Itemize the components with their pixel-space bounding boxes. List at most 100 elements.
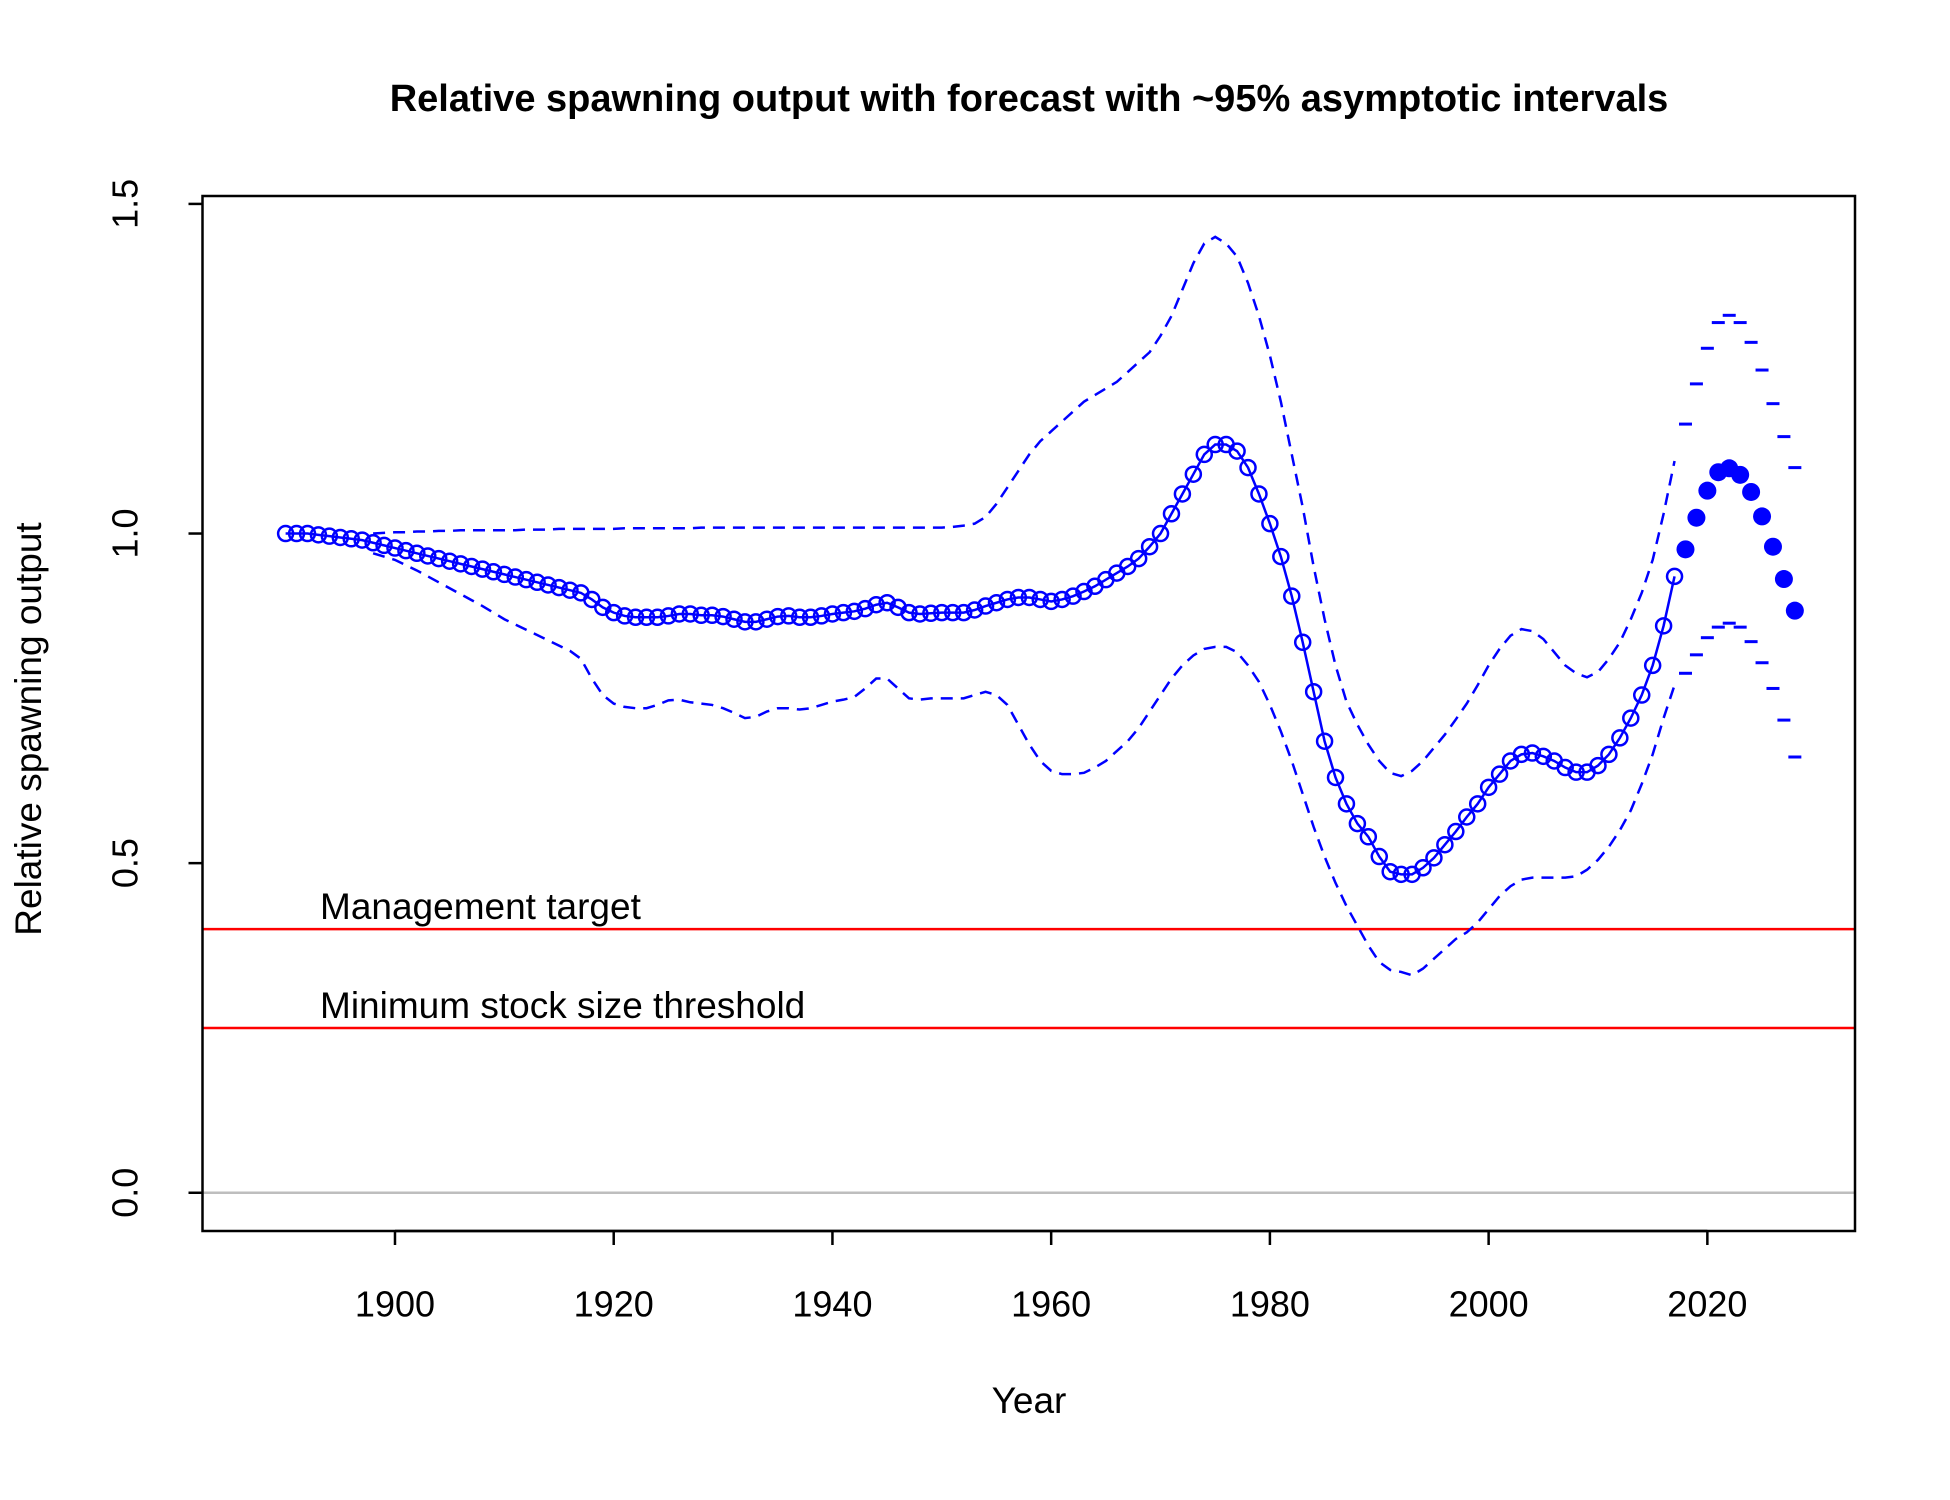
y-tick-label: 1.5 [105,179,146,229]
data-point [1053,590,1071,609]
data-point [637,608,656,627]
data-point [823,605,842,623]
data-point [736,613,754,631]
data-point [309,526,328,544]
data-point [1534,747,1553,766]
data-point [298,524,317,543]
data-point [1261,514,1279,533]
data-point [1031,590,1049,609]
data-point [911,605,929,623]
data-point [1272,547,1290,566]
data-point [954,603,973,622]
data-point [626,608,645,627]
data-point [834,603,853,622]
data-point [1162,505,1181,523]
data-point [1064,587,1082,605]
data-point [747,613,765,631]
data-point [419,547,437,565]
data-point [1414,859,1432,877]
forecast-point [1676,540,1695,559]
data-point [375,536,393,555]
interval-line [373,235,1676,778]
data-point [1020,588,1039,607]
x-tick-label: 1960 [1011,1284,1091,1325]
forecast-point [1687,508,1706,527]
data-point [801,608,820,627]
data-point [692,606,710,625]
data-point [769,607,787,626]
data-point [1447,822,1465,841]
data-point [900,603,918,622]
data-point [1370,847,1389,866]
data-point [976,597,995,615]
data-point [1315,732,1334,750]
data-point [1009,588,1028,607]
data-point [550,578,568,597]
data-point [725,610,743,628]
forecast-point [1731,465,1750,484]
series-line [285,443,1676,876]
data-point [703,606,721,625]
data-point [429,549,448,568]
x-tick-label: 2020 [1667,1284,1747,1325]
data-point [1622,709,1640,727]
data-point [1129,549,1148,568]
data-point [386,539,404,557]
data-point [648,608,667,627]
data-point [943,603,962,622]
data-point [1348,814,1367,833]
data-point [1523,744,1542,762]
data-point [758,610,776,628]
x-tick-label: 1940 [792,1284,872,1325]
data-point [1654,617,1673,635]
data-point [1392,865,1410,884]
x-tick-label: 2000 [1449,1284,1529,1325]
data-point [1195,445,1214,464]
data-point [779,607,798,625]
data-point [473,560,492,578]
data-point [1512,745,1531,764]
forecast-point [1763,537,1782,556]
data-point [1425,849,1443,867]
data-point [1458,808,1476,826]
data-point [1304,682,1323,701]
x-tick-label: 1900 [355,1284,435,1325]
data-point [1173,485,1192,503]
data-point [670,605,689,623]
reference-label: Management target [320,886,642,927]
reference-label: Minimum stock size threshold [320,985,805,1026]
x-tick-label: 1980 [1230,1284,1310,1325]
data-point [1632,686,1651,704]
data-point [287,524,306,543]
x-tick-label: 1920 [574,1284,654,1325]
data-point [1239,458,1257,477]
data-point [506,568,525,586]
data-point [1359,828,1378,846]
data-point [790,608,809,627]
data-point [922,604,940,623]
forecast-point [1698,481,1717,500]
data-point [1151,524,1170,543]
data-point [1293,633,1312,652]
data-point [812,607,831,625]
data-point [342,530,360,548]
data-point [1283,587,1301,605]
interval-line [372,552,1676,977]
data-point [615,607,634,625]
y-tick-label: 1.0 [105,509,146,559]
data-point [1611,729,1629,747]
data-point [331,528,350,547]
data-point [1140,537,1159,556]
data-point [320,527,339,545]
data-point [1600,745,1618,764]
data-point [1042,592,1060,611]
data-point [364,534,382,552]
data-point [1490,765,1509,783]
data-point [1643,656,1662,675]
data-point [1184,465,1203,483]
forecast-point [1753,507,1772,526]
x-axis-label: Year [992,1380,1067,1421]
data-point [845,602,864,621]
data-point [517,570,535,589]
